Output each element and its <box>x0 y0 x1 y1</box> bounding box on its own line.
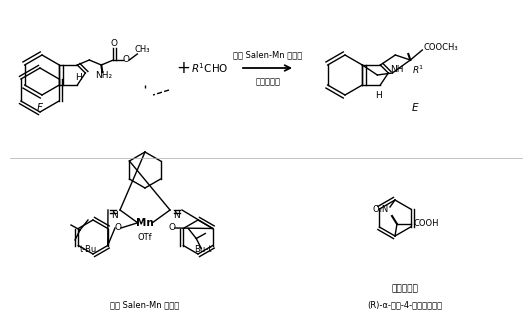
Text: COOH: COOH <box>413 219 439 229</box>
Text: H: H <box>375 91 381 100</box>
Text: O₂N: O₂N <box>373 205 389 215</box>
Text: O: O <box>123 56 130 65</box>
Text: OTf: OTf <box>138 233 152 243</box>
Text: Mn: Mn <box>136 218 154 228</box>
Text: 手性 Salen-Mn 催化剂: 手性 Salen-Mn 催化剂 <box>110 301 180 309</box>
Text: +: + <box>176 59 190 77</box>
Text: COOCH₃: COOCH₃ <box>423 43 458 52</box>
Text: F: F <box>37 103 43 113</box>
Text: NH: NH <box>390 66 404 74</box>
Text: H: H <box>75 73 82 81</box>
Text: O: O <box>114 224 121 232</box>
Text: 手性添加剂: 手性添加剂 <box>392 285 419 294</box>
Text: Bu-t: Bu-t <box>194 245 212 253</box>
Text: $R^1$CHO: $R^1$CHO <box>191 61 229 75</box>
Text: N: N <box>172 211 179 219</box>
Text: $R^1$: $R^1$ <box>412 64 425 76</box>
Text: E: E <box>412 103 418 113</box>
Text: (R)-α-甲基-4-硝基苯乙酸。: (R)-α-甲基-4-硝基苯乙酸。 <box>368 301 443 309</box>
Text: t-Bu: t-Bu <box>79 245 97 253</box>
Text: O: O <box>169 224 176 232</box>
Text: 手性 Salen-Mn 催化剂: 手性 Salen-Mn 催化剂 <box>234 51 303 59</box>
Text: O: O <box>111 39 118 49</box>
Text: 手性添加剂: 手性添加剂 <box>255 78 280 86</box>
Text: N: N <box>111 211 118 219</box>
Text: CH₃: CH₃ <box>135 45 150 54</box>
Text: NH₂: NH₂ <box>95 71 112 80</box>
